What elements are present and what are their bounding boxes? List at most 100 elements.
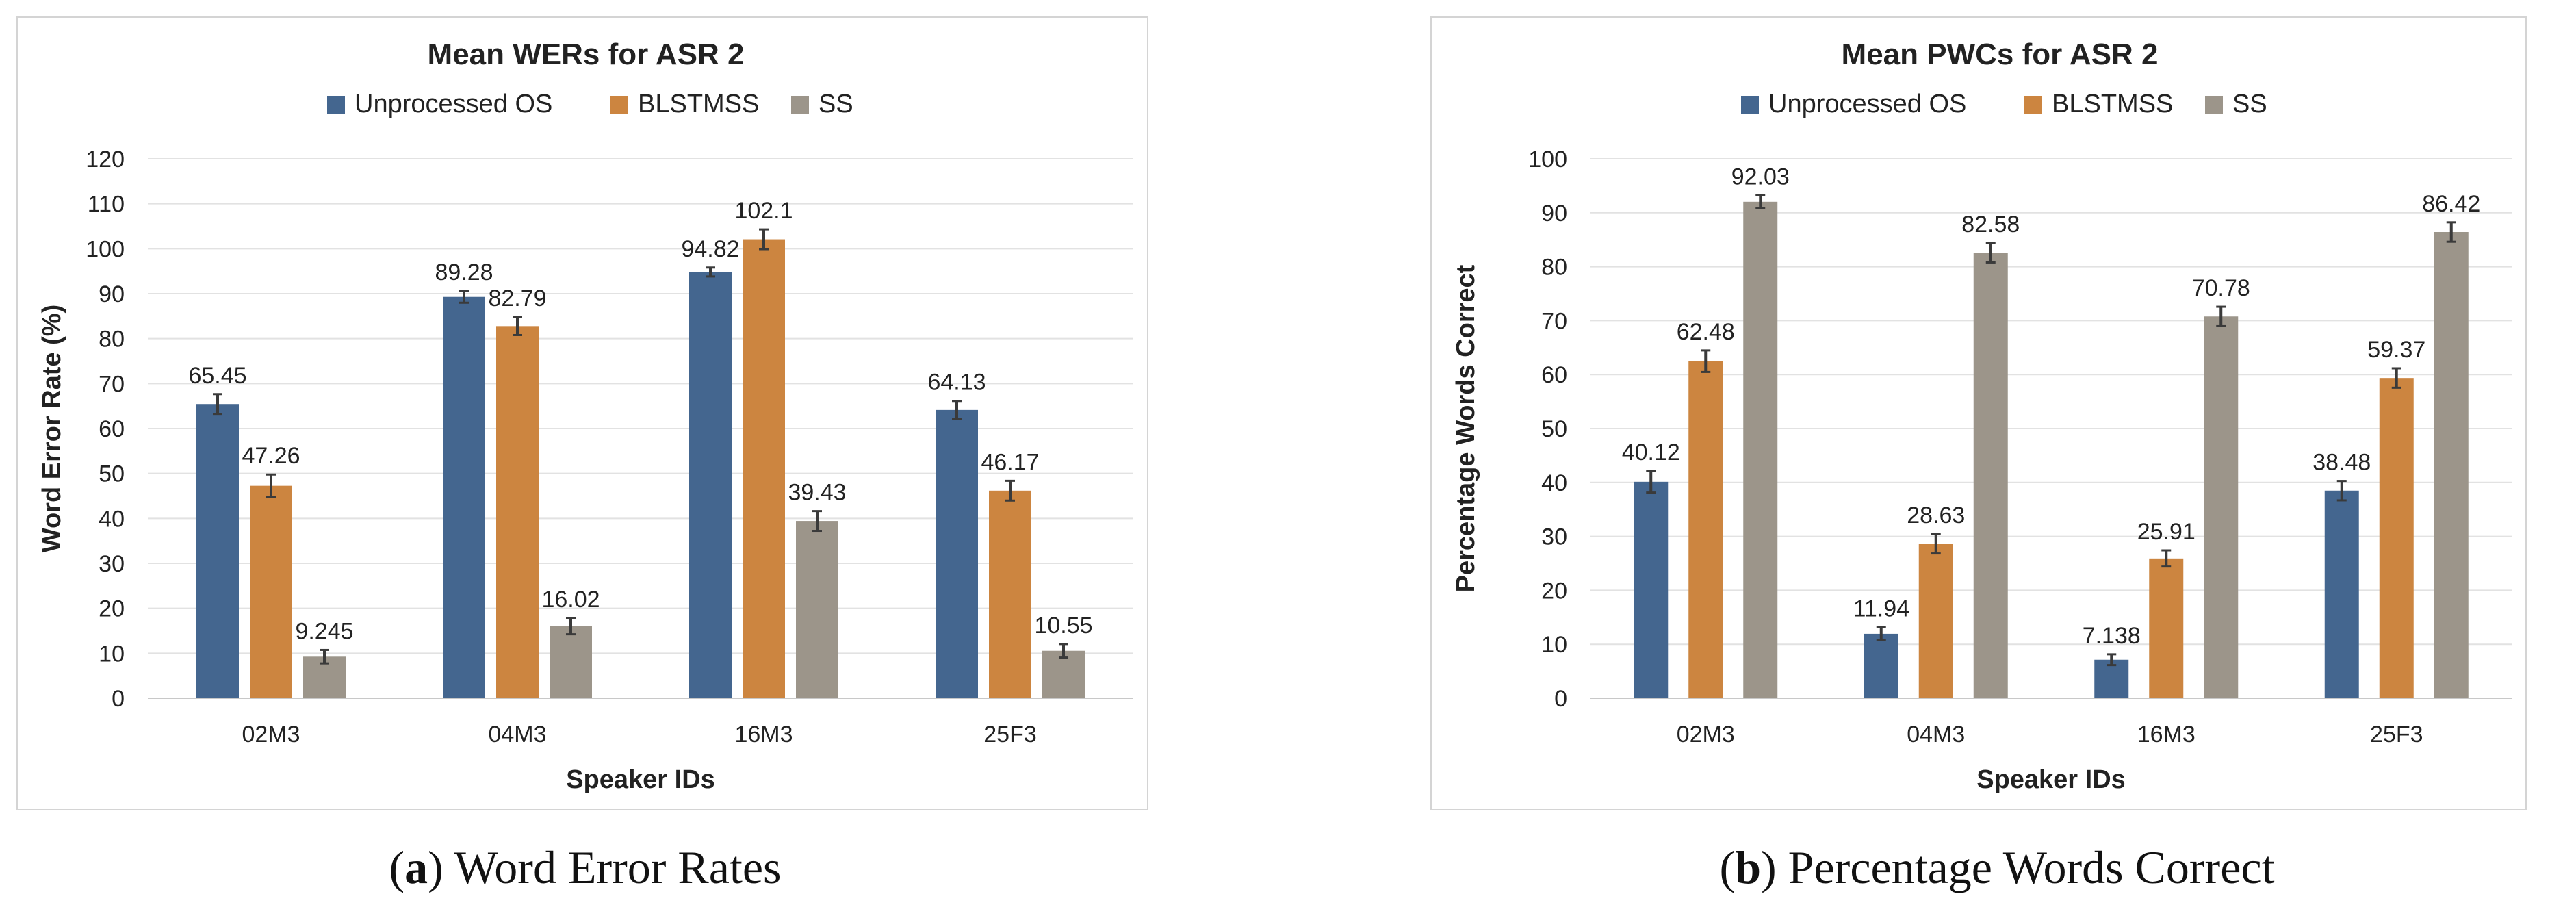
pwc-data-label: 86.42 <box>2422 191 2480 217</box>
pwc-data-label: 11.94 <box>1853 596 1909 622</box>
pwc-bar-25f3-2 <box>2434 232 2469 699</box>
pwc-bar-16m3-1 <box>2149 558 2184 698</box>
pwc-y-tick-label: 40 <box>1541 470 1567 496</box>
wer-data-label: 10.55 <box>1034 613 1092 639</box>
pwc-y-tick-label: 100 <box>1528 146 1567 172</box>
wer-y-tick-label: 50 <box>99 461 125 487</box>
pwc-chart-panel: 0 10 20 30 40 50 60 70 80 90 100 Mean PWCs for ASR … <box>1430 16 2527 810</box>
wer-data-label: 89.28 <box>435 259 493 285</box>
caption-b: (b) Percentage Words Correct <box>1719 841 2275 893</box>
wer-y-tick-label: 0 <box>112 686 125 712</box>
wer-bar-25f3-2 <box>1042 650 1085 698</box>
pwc-legend-swatch-1 <box>2024 96 2042 114</box>
wer-category-label: 25F3 <box>983 721 1037 748</box>
wer-chart-title: Mean WERs for ASR 2 <box>428 38 745 71</box>
wer-x-axis-label: Speaker IDs <box>566 765 715 794</box>
wer-category-label: 02M3 <box>242 721 300 748</box>
pwc-legend-swatch-2 <box>2205 96 2223 114</box>
pwc-chart-title: Mean PWCs for ASR 2 <box>1842 38 2159 71</box>
wer-bar-25f3-0 <box>936 409 978 698</box>
wer-bar-02m3-1 <box>250 485 292 698</box>
wer-data-label: 82.79 <box>488 285 546 311</box>
pwc-bar-02m3-2 <box>1743 201 1778 698</box>
pwc-data-label: 92.03 <box>1731 164 1790 190</box>
wer-bar-chart: 0 10 20 30 40 50 60 70 80 90 100 110 120 Mean WERs fo… <box>38 38 1133 794</box>
wer-y-tick-label: 70 <box>99 371 125 397</box>
wer-legend-swatch-1 <box>610 96 628 114</box>
caption-a: (a) Word Error Rates <box>389 841 782 893</box>
wer-bar-16m3-2 <box>796 521 838 698</box>
wer-y-tick-label: 20 <box>99 596 125 622</box>
pwc-y-tick-label: 20 <box>1541 578 1567 604</box>
wer-y-tick-label: 30 <box>99 551 125 577</box>
wer-data-label: 65.45 <box>188 363 246 389</box>
wer-y-tick-label: 100 <box>86 236 125 262</box>
pwc-y-tick-label: 90 <box>1541 201 1567 227</box>
pwc-data-label: 40.12 <box>1622 439 1680 465</box>
pwc-y-axis-label: Percentage Words Correct <box>1452 264 1480 592</box>
pwc-data-label: 25.91 <box>2137 519 2195 545</box>
pwc-y-tick-label: 0 <box>1554 686 1567 712</box>
caption-a-tag: a <box>404 841 428 893</box>
wer-y-tick-label: 90 <box>99 281 125 307</box>
wer-legend-label-0: Unprocessed OS <box>355 90 552 118</box>
pwc-y-tick-label: 70 <box>1541 308 1567 334</box>
wer-bar-04m3-2 <box>550 626 592 698</box>
pwc-data-label: 59.37 <box>2367 337 2425 363</box>
pwc-bar-25f3-0 <box>2324 490 2359 698</box>
pwc-category-label: 25F3 <box>2370 721 2423 748</box>
wer-chart-panel: 0 10 20 30 40 50 60 70 80 90 100 110 120 Mean WERs fo… <box>16 16 1148 810</box>
pwc-data-label: 82.58 <box>1961 212 2020 238</box>
wer-legend-label-1: BLSTMSS <box>638 90 759 118</box>
pwc-category-label: 02M3 <box>1677 721 1735 748</box>
pwc-category-label: 16M3 <box>2137 721 2195 748</box>
pwc-bar-04m3-2 <box>1973 253 2008 698</box>
wer-y-tick-label: 40 <box>99 506 125 532</box>
wer-y-axis-label: Word Error Rate (%) <box>38 305 66 552</box>
wer-y-tick-label: 60 <box>99 416 125 442</box>
caption-b-tag: b <box>1735 841 1762 893</box>
wer-category-label: 04M3 <box>488 721 546 748</box>
pwc-bar-04m3-1 <box>1918 544 1953 698</box>
pwc-bar-04m3-0 <box>1864 633 1898 698</box>
pwc-y-tick-label: 10 <box>1541 632 1567 658</box>
pwc-legend-label-1: BLSTMSS <box>2052 90 2173 118</box>
wer-data-label: 16.02 <box>541 587 600 613</box>
pwc-category-label: 04M3 <box>1907 721 1965 748</box>
wer-legend-swatch-0 <box>327 96 345 114</box>
pwc-bar-02m3-0 <box>1634 481 1669 698</box>
pwc-bar-25f3-1 <box>2379 378 2414 698</box>
pwc-bar-chart: 0 10 20 30 40 50 60 70 80 90 100 Mean PWCs for ASR … <box>1452 38 2512 794</box>
pwc-data-label: 62.48 <box>1677 319 1735 345</box>
pwc-y-tick-label: 30 <box>1541 524 1567 550</box>
pwc-legend-label-0: Unprocessed OS <box>1768 90 1966 118</box>
wer-bar-16m3-0 <box>689 272 732 699</box>
pwc-data-label: 70.78 <box>2192 275 2250 301</box>
wer-data-label: 47.26 <box>242 443 300 469</box>
wer-data-label: 46.17 <box>981 449 1039 475</box>
wer-bar-25f3-1 <box>989 490 1031 698</box>
caption-b-text: Percentage Words Correct <box>1788 841 2275 893</box>
wer-data-label: 39.43 <box>788 480 846 506</box>
pwc-y-tick-label: 80 <box>1541 255 1567 281</box>
pwc-data-label: 28.63 <box>1907 502 1965 528</box>
pwc-bar-16m3-2 <box>2204 316 2239 698</box>
pwc-y-tick-label: 60 <box>1541 362 1567 388</box>
wer-bar-16m3-1 <box>743 239 785 698</box>
pwc-x-axis-label: Speaker IDs <box>1976 765 2126 794</box>
wer-y-tick-label: 110 <box>88 192 125 218</box>
pwc-y-tick-label: 50 <box>1541 416 1567 442</box>
wer-legend-label-2: SS <box>819 90 853 118</box>
wer-data-label: 64.13 <box>927 370 986 396</box>
pwc-data-label: 38.48 <box>2313 450 2371 476</box>
wer-data-label: 102.1 <box>734 198 793 224</box>
wer-data-label: 9.245 <box>295 618 353 644</box>
wer-bar-04m3-1 <box>496 326 539 698</box>
wer-bar-04m3-0 <box>443 296 485 698</box>
pwc-bar-02m3-1 <box>1688 361 1723 698</box>
wer-y-tick-label: 120 <box>86 146 125 172</box>
caption-a-text: Word Error Rates <box>454 841 782 893</box>
wer-data-label: 94.82 <box>681 236 739 262</box>
wer-legend-swatch-2 <box>791 96 809 114</box>
wer-category-label: 16M3 <box>734 721 793 748</box>
